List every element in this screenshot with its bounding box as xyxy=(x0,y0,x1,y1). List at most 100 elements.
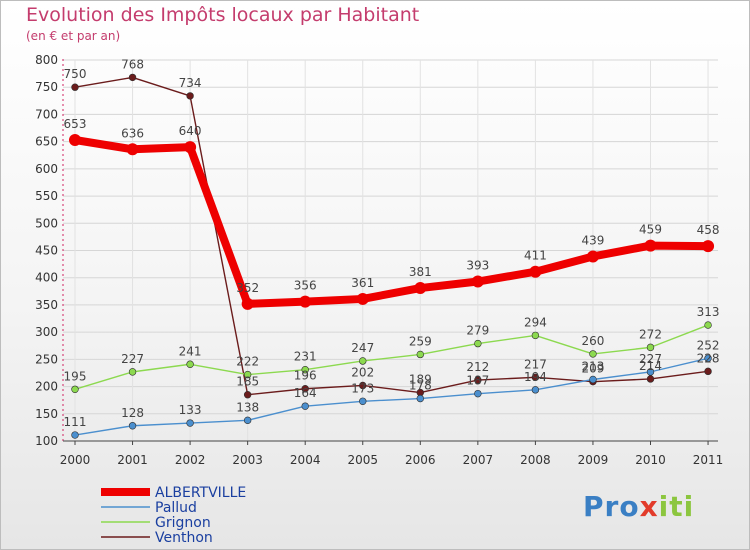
point-venthon xyxy=(71,83,79,91)
point-grignon xyxy=(128,368,137,376)
y-tick-label: 100 xyxy=(35,434,58,448)
y-tick-label: 400 xyxy=(35,271,58,285)
point-pallud xyxy=(359,397,367,405)
y-tick-label: 650 xyxy=(35,135,58,149)
data-label-grignon: 231 xyxy=(294,350,317,364)
point-grignon xyxy=(301,365,309,374)
x-ticks: 2000 2001 2002 2003 2004 2005 2006 2007 2008 2009… xyxy=(60,441,724,467)
x-tick-label: 2009 xyxy=(578,453,609,467)
point-albertville xyxy=(184,141,197,154)
y-tick-label: 200 xyxy=(35,380,58,394)
point-venthon xyxy=(359,381,367,390)
data-label-pallud: 133 xyxy=(179,403,202,417)
data-label-pallud: 194 xyxy=(524,370,547,384)
point-grignon xyxy=(186,360,194,368)
data-label-albertville: 439 xyxy=(581,233,604,247)
y-ticks: 100 150 200 250 300 350 400 450 500 550 600 650 700 7… xyxy=(35,53,58,448)
data-label-pallud: 213 xyxy=(581,359,604,373)
point-pallud xyxy=(589,375,597,384)
data-label-grignon: 279 xyxy=(466,324,489,338)
data-label-pallud: 187 xyxy=(466,374,489,388)
data-label-venthon: 217 xyxy=(524,357,547,371)
series-line-pallud xyxy=(74,357,709,436)
data-label-albertville: 411 xyxy=(524,249,547,263)
x-tick-label: 2011 xyxy=(693,453,724,467)
point-pallud xyxy=(704,354,712,362)
data-label-grignon: 222 xyxy=(236,355,259,369)
x-tick-label: 2004 xyxy=(290,453,321,467)
point-grignon xyxy=(704,321,712,329)
point-venthon xyxy=(186,92,194,100)
data-label-albertville: 352 xyxy=(236,281,259,295)
proxiti-logo: Proxiti xyxy=(583,490,694,523)
data-label-pallud: 138 xyxy=(236,400,259,414)
legend-label: Venthon xyxy=(155,530,213,546)
data-label-venthon: 228 xyxy=(697,351,720,365)
data-label-pallud: 178 xyxy=(409,379,432,393)
logo-part-2: iti xyxy=(658,490,695,523)
series-line-albertville xyxy=(74,136,709,308)
point-grignon xyxy=(531,331,540,340)
data-label-albertville: 458 xyxy=(697,223,720,237)
data-label-venthon: 185 xyxy=(236,375,259,389)
point-pallud xyxy=(243,416,252,425)
grid xyxy=(63,59,718,442)
data-label-venthon: 750 xyxy=(64,67,87,81)
point-grignon xyxy=(646,343,655,352)
data-label-venthon: 734 xyxy=(179,76,202,90)
point-pallud xyxy=(301,402,309,410)
data-label-pallud: 227 xyxy=(639,352,662,366)
data-label-albertville: 459 xyxy=(639,223,662,237)
point-grignon xyxy=(589,350,597,358)
point-grignon xyxy=(359,357,367,365)
point-venthon xyxy=(301,385,309,393)
point-pallud xyxy=(416,394,424,403)
point-pallud xyxy=(186,419,194,427)
logo-part-1: Pro xyxy=(583,490,640,523)
y-tick-label: 800 xyxy=(35,53,58,67)
y-tick-label: 150 xyxy=(35,407,58,421)
data-label-pallud: 164 xyxy=(294,386,317,400)
point-albertville xyxy=(69,134,81,147)
y-tick-label: 350 xyxy=(35,298,58,312)
data-label-albertville: 636 xyxy=(121,126,144,140)
point-pallud xyxy=(531,386,540,394)
point-albertville xyxy=(356,292,369,305)
y-tick-label: 700 xyxy=(35,107,58,121)
point-albertville xyxy=(414,282,427,295)
series-line-venthon xyxy=(74,76,709,396)
data-label-albertville: 361 xyxy=(351,276,374,290)
point-albertville xyxy=(586,250,599,263)
point-venthon xyxy=(128,73,137,82)
series-group xyxy=(69,73,715,439)
logo-part-x: x xyxy=(639,490,659,523)
data-label-pallud: 252 xyxy=(697,338,720,352)
data-label-grignon: 247 xyxy=(351,341,374,355)
point-albertville xyxy=(529,265,542,278)
legend-label: Grignon xyxy=(155,515,211,531)
data-label-grignon: 259 xyxy=(409,334,432,348)
data-label-pallud: 111 xyxy=(64,415,87,429)
data-label-grignon: 260 xyxy=(581,334,604,348)
point-grignon xyxy=(416,350,424,359)
chart-title: Evolution des Impôts locaux par Habitant xyxy=(26,4,420,26)
x-tick-label: 2006 xyxy=(405,453,436,467)
point-venthon xyxy=(531,373,540,382)
x-tick-label: 2000 xyxy=(60,453,91,467)
data-label-pallud: 128 xyxy=(121,406,144,420)
data-label-albertville: 640 xyxy=(179,124,202,138)
x-tick-label: 2010 xyxy=(635,453,666,467)
point-albertville xyxy=(702,240,715,253)
point-pallud xyxy=(71,431,79,439)
point-venthon xyxy=(243,391,252,399)
legend-label: Pallud xyxy=(155,500,197,516)
data-label-grignon: 294 xyxy=(524,315,547,329)
y-tick-label: 550 xyxy=(35,189,58,203)
y-tick-label: 750 xyxy=(35,80,58,94)
y-tick-label: 250 xyxy=(35,352,58,366)
data-label-grignon: 241 xyxy=(179,344,202,358)
x-tick-label: 2001 xyxy=(117,453,148,467)
